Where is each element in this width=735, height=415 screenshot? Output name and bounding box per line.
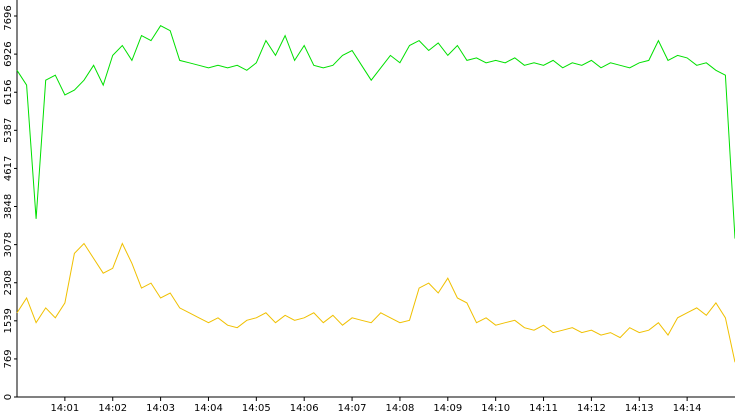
y-tick-label: 1539	[3, 308, 14, 333]
series-line	[16, 25, 735, 239]
series-line	[16, 242, 735, 363]
x-tick-label: 14:08	[386, 403, 415, 414]
x-tick-label: 14:14	[673, 403, 702, 414]
x-tick-label: 14:05	[242, 403, 271, 414]
x-tick-label: 14:06	[290, 403, 319, 414]
x-tick-label: 14:02	[98, 403, 127, 414]
x-tick-label: 14:04	[194, 403, 223, 414]
y-tick-label: 769	[3, 349, 14, 368]
x-tick-label: 14:13	[625, 403, 654, 414]
y-tick-label: 6156	[3, 80, 14, 105]
x-tick-label: 14:12	[577, 403, 606, 414]
y-tick-label: 3078	[3, 232, 14, 257]
x-tick-label: 14:07	[338, 403, 367, 414]
x-tick-label: 14:03	[146, 403, 175, 414]
y-tick-label: 4617	[3, 156, 14, 181]
y-tick-label: 2308	[3, 270, 14, 295]
y-tick-label: 7696	[3, 5, 14, 30]
x-tick-label: 14:11	[529, 403, 558, 414]
x-tick-label: 14:10	[481, 403, 510, 414]
y-tick-label: 5387	[3, 118, 14, 143]
x-tick-label: 14:09	[433, 403, 462, 414]
y-tick-label: 6926	[3, 41, 14, 66]
y-tick-label: 0	[3, 394, 14, 400]
y-tick-label: 3848	[3, 194, 14, 219]
x-tick-label: 14:01	[50, 403, 79, 414]
